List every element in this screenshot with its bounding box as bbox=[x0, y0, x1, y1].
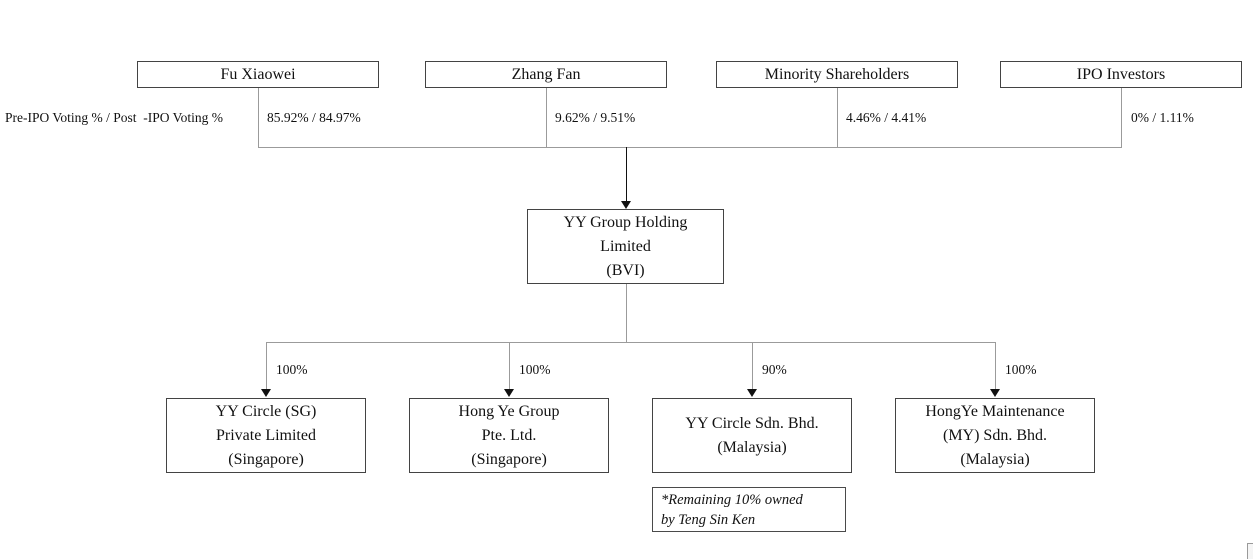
shareholder-box-minority-shareholders: Minority Shareholders bbox=[716, 61, 958, 88]
connector-drop-yy-circle-sg bbox=[266, 342, 267, 389]
shareholder-name: Fu Xiaowei bbox=[220, 66, 296, 83]
shareholder-box-zhang-fan: Zhang Fan bbox=[425, 61, 667, 88]
arrow-down-icon bbox=[504, 389, 514, 397]
footnote-box: *Remaining 10% owned by Teng Sin Ken bbox=[652, 487, 846, 532]
connector-drop-ipo-investors bbox=[1121, 88, 1122, 147]
connector-bus-bottom bbox=[266, 342, 996, 343]
voting-pct-minority-shareholders: 4.46% / 4.41% bbox=[846, 110, 927, 125]
footnote-line: *Remaining 10% owned bbox=[661, 491, 803, 508]
subsidiary-jurisdiction: (Malaysia) bbox=[717, 438, 787, 456]
subsidiary-jurisdiction: (Singapore) bbox=[228, 450, 304, 468]
arrow-down-icon bbox=[990, 389, 1000, 397]
subsidiary-box-yy-circle-sg: YY Circle (SG) Private Limited (Singapor… bbox=[166, 398, 366, 473]
connector-from-holding bbox=[626, 284, 627, 342]
subsidiary-box-yy-circle-my: YY Circle Sdn. Bhd. (Malaysia) bbox=[652, 398, 852, 473]
holding-company-box: YY Group Holding Limited (BVI) bbox=[527, 209, 724, 284]
voting-pct-fu-xiaowei: 85.92% / 84.97% bbox=[267, 110, 361, 125]
arrow-down-icon bbox=[261, 389, 271, 397]
subsidiary-name-line: HongYe Maintenance bbox=[925, 402, 1065, 420]
shareholder-box-fu-xiaowei: Fu Xiaowei bbox=[137, 61, 379, 88]
shareholder-name: Minority Shareholders bbox=[764, 66, 910, 83]
shareholder-box-ipo-investors: IPO Investors bbox=[1000, 61, 1242, 88]
corner-window-fragment bbox=[1247, 543, 1253, 559]
voting-pct-ipo-investors: 0% / 1.11% bbox=[1131, 110, 1194, 125]
ownership-pct-yy-circle-my: 90% bbox=[762, 362, 787, 377]
shareholder-name: IPO Investors bbox=[1076, 66, 1166, 83]
arrow-down-icon bbox=[747, 389, 757, 397]
subsidiary-jurisdiction: (Malaysia) bbox=[960, 450, 1030, 468]
ownership-pct-yy-circle-sg: 100% bbox=[276, 362, 308, 377]
subsidiary-box-hong-ye-group: Hong Ye Group Pte. Ltd. (Singapore) bbox=[409, 398, 609, 473]
subsidiary-name-line: YY Circle Sdn. Bhd. bbox=[685, 414, 819, 432]
subsidiary-name-line: YY Circle (SG) bbox=[215, 402, 317, 420]
voting-row-label: Pre-IPO Voting % / Post -IPO Voting % bbox=[5, 110, 224, 125]
connector-drop-yy-circle-my bbox=[752, 342, 753, 389]
shareholder-name: Zhang Fan bbox=[511, 66, 581, 83]
connector-bus-top bbox=[258, 147, 1122, 148]
connector-drop-minority-shareholders bbox=[837, 88, 838, 147]
subsidiary-box-hongye-maintenance: HongYe Maintenance (MY) Sdn. Bhd. (Malay… bbox=[895, 398, 1095, 473]
arrow-down-icon bbox=[621, 201, 631, 209]
footnote-line: by Teng Sin Ken bbox=[661, 511, 756, 528]
connector-to-holding bbox=[626, 147, 627, 201]
ownership-pct-hong-ye-group: 100% bbox=[519, 362, 551, 377]
connector-drop-zhang-fan bbox=[546, 88, 547, 147]
holding-company-name-line: YY Group Holding bbox=[563, 213, 688, 231]
connector-drop-fu-xiaowei bbox=[258, 88, 259, 147]
connector-drop-hongye-maintenance bbox=[995, 342, 996, 389]
ownership-pct-hongye-maintenance: 100% bbox=[1005, 362, 1037, 377]
holding-company-name-line: Limited bbox=[600, 237, 651, 255]
subsidiary-name-line: Hong Ye Group bbox=[458, 402, 560, 420]
connector-drop-hong-ye-group bbox=[509, 342, 510, 389]
subsidiary-name-line: Pte. Ltd. bbox=[481, 426, 537, 444]
subsidiary-name-line: (MY) Sdn. Bhd. bbox=[942, 426, 1047, 444]
subsidiary-jurisdiction: (Singapore) bbox=[471, 450, 547, 468]
holding-company-jurisdiction: (BVI) bbox=[606, 261, 645, 279]
voting-pct-zhang-fan: 9.62% / 9.51% bbox=[555, 110, 636, 125]
subsidiary-name-line: Private Limited bbox=[216, 426, 316, 444]
